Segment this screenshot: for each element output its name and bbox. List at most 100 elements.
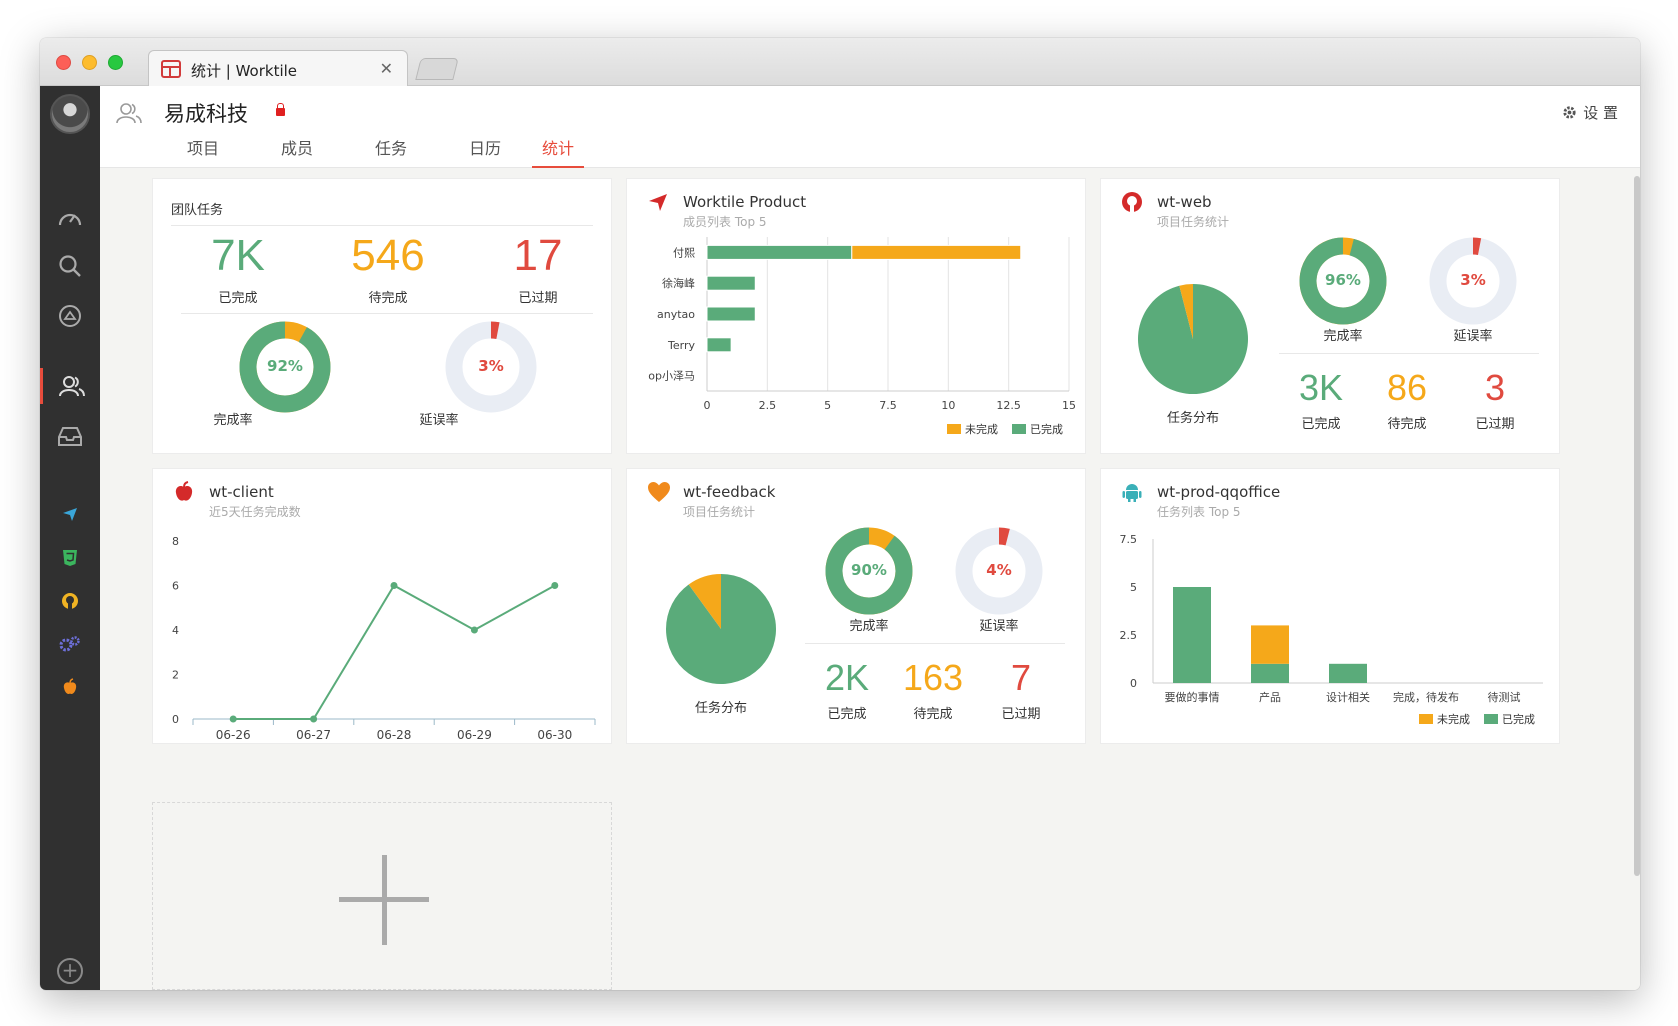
ring-progress (998, 527, 1010, 546)
data-point (470, 626, 478, 634)
y-tick-label: Terry (667, 339, 695, 352)
tab-close-icon[interactable]: ✕ (379, 59, 393, 78)
bar-segment (706, 244, 853, 260)
task-distribution-pie (1138, 284, 1248, 394)
y-tick-label: 7.5 (1120, 533, 1138, 546)
completion-rate-text: 96% (1325, 271, 1361, 289)
main-content: 易成科技 设 置 项目 成员 任务 日历 统计 团队任务 7K 546 17 已… (100, 86, 1640, 990)
tab-tasks[interactable]: 任务 (374, 139, 407, 158)
overdue-count: 3 (1484, 367, 1506, 408)
apple-icon (175, 481, 193, 501)
lock-icon (276, 103, 285, 116)
y-tick-label: anytao (657, 308, 695, 321)
gears-project-icon[interactable] (40, 626, 100, 662)
x-tick-label: 10 (941, 399, 955, 412)
delay-rate-ring (445, 321, 537, 413)
x-tick-label: 7.5 (879, 399, 897, 412)
tab-statistics[interactable]: 统计 (532, 136, 584, 168)
overdue-label: 已过期 (1001, 707, 1041, 722)
completion-rate-ring (239, 321, 331, 413)
github-project-icon[interactable] (40, 583, 100, 619)
x-tick-label: 06-30 (537, 728, 572, 739)
card-title: wt-web (1157, 193, 1212, 211)
y-tick-label: 8 (172, 535, 179, 548)
bar-segment (706, 337, 732, 353)
scrollbar[interactable] (1634, 176, 1640, 876)
add-project-button[interactable]: + (57, 958, 83, 984)
apple-project-icon[interactable] (40, 669, 100, 705)
data-point (310, 715, 318, 723)
browser-tab[interactable]: 统计 | Worktile ✕ (148, 50, 408, 87)
overdue-count: 7 (1010, 657, 1032, 698)
data-point (551, 582, 559, 589)
y-tick-label: 4 (172, 624, 179, 637)
settings-button[interactable]: 设 置 (1562, 102, 1618, 123)
completion-rate-ring (1299, 237, 1387, 325)
card-subtitle: 项目任务统计 (1157, 215, 1230, 229)
worktile-favicon-icon (161, 60, 181, 78)
avatar[interactable] (50, 94, 90, 134)
html5-project-icon[interactable] (40, 540, 100, 576)
data-point (229, 715, 237, 723)
dashboard-icon[interactable] (40, 200, 100, 236)
y-tick-label: 5 (1130, 581, 1137, 594)
x-tick-label: 2.5 (759, 399, 777, 412)
x-tick-label: 15 (1062, 399, 1076, 412)
pending-count: 163 (902, 657, 964, 698)
tab-calendar[interactable]: 日历 (468, 139, 501, 158)
notification-icon[interactable] (40, 298, 100, 334)
pie-slice-pending (1179, 284, 1193, 339)
y-tick-label: 徐海峰 (662, 276, 695, 290)
sidebar: + (40, 86, 100, 990)
card-title: Worktile Product (683, 193, 807, 211)
airplane-icon (649, 194, 667, 211)
team-icon[interactable] (40, 368, 100, 404)
divider (805, 643, 1065, 644)
x-tick-label: 06-27 (296, 728, 331, 739)
completed-label: 已完成 (1301, 417, 1341, 432)
series-line (233, 584, 556, 720)
maximize-window-button[interactable] (108, 55, 123, 70)
overdue-label: 已过期 (518, 291, 558, 306)
wt-feedback-card: wt-feedback 项目任务统计 任务分布 90% 完成率 4% 延误率 2… (626, 468, 1086, 744)
pending-label: 待完成 (1387, 417, 1427, 432)
card-title: wt-feedback (683, 483, 776, 501)
team-tasks-card: 团队任务 7K 546 17 已完成 待完成 已过期 92% 完成率 3% 延误… (152, 178, 612, 454)
divider (181, 313, 593, 314)
minimize-window-button[interactable] (82, 55, 97, 70)
y-tick-label: op小泽马 (648, 370, 695, 383)
tab-members[interactable]: 成员 (280, 139, 313, 158)
team-nav-tabs: 项目 成员 任务 日历 统计 (156, 136, 600, 168)
delay-rate-label: 延误率 (1453, 329, 1493, 344)
gear-icon (1563, 106, 1576, 119)
tab-projects[interactable]: 项目 (186, 139, 219, 158)
pending-label: 待完成 (913, 707, 953, 722)
x-tick-label: 12.5 (996, 399, 1021, 412)
github-icon (1122, 192, 1142, 212)
wt-web-card: wt-web 项目任务统计 任务分布 96% 完成率 3% 延误率 3K 86 … (1100, 178, 1560, 454)
x-tick-label: 产品 (1259, 690, 1281, 703)
y-tick-label: 付熙 (673, 246, 695, 259)
task-distribution-pie (666, 574, 776, 684)
close-window-button[interactable] (56, 55, 71, 70)
add-widget-card[interactable] (152, 802, 612, 990)
pie-label: 任务分布 (1166, 411, 1219, 426)
legend-incomplete: 未完成 (1419, 711, 1470, 727)
new-tab-button[interactable] (415, 58, 459, 80)
ring-progress (239, 321, 331, 413)
divider (1279, 353, 1539, 354)
airplane-project-icon[interactable] (40, 496, 100, 532)
title-bar: 统计 | Worktile ✕ (40, 38, 1640, 87)
wt-prod-qqoffice-card: wt-prod-qqoffice 任务列表 Top 5 0 2.5 5 7.5 要做的事… (1100, 468, 1560, 744)
search-icon[interactable] (40, 248, 100, 284)
inbox-icon[interactable] (40, 418, 100, 454)
legend-incomplete: 未完成 (947, 421, 998, 437)
completed-label: 已完成 (827, 707, 867, 722)
bar-segment (1251, 663, 1289, 683)
y-tick-label: 2.5 (1120, 629, 1138, 642)
legend-complete: 已完成 (1484, 711, 1535, 727)
bar-segment (706, 306, 756, 322)
completed-count: 2K (824, 657, 870, 698)
pending-label: 待完成 (368, 291, 408, 306)
delay-rate-ring (955, 527, 1043, 615)
